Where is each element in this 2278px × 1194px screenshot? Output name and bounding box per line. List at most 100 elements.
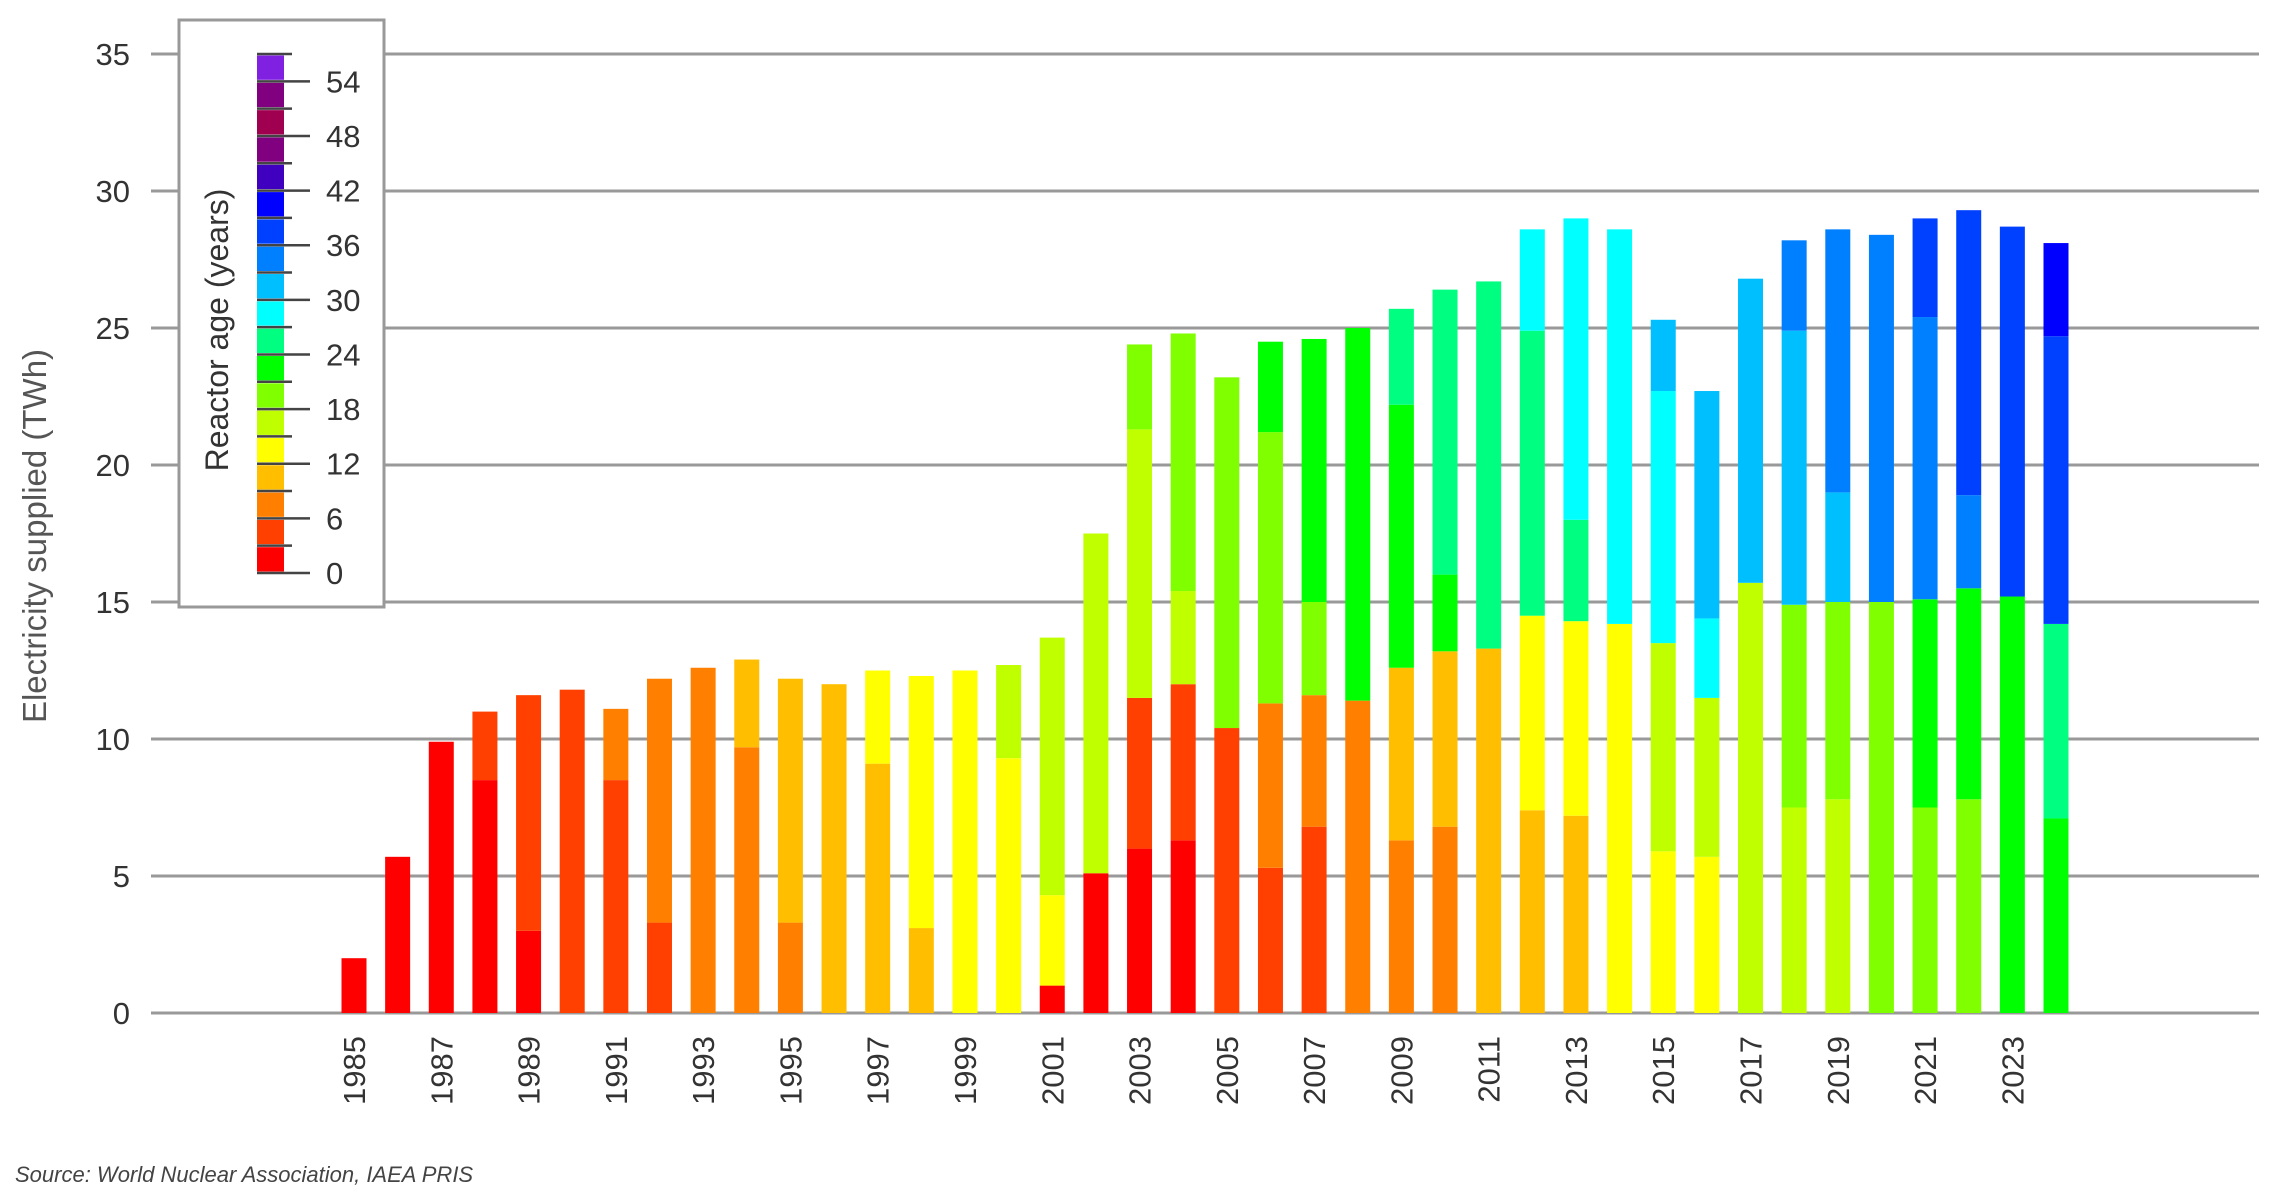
bar-segment <box>1301 338 1327 602</box>
bar-segment <box>777 922 803 1013</box>
bar-segment <box>1519 330 1545 616</box>
colorbar-tick-label: 18 <box>326 392 360 427</box>
bar-1993 <box>690 667 716 1013</box>
x-tick-label: 2003 <box>1123 1036 1158 1105</box>
source-note: Source: World Nuclear Association, IAEA … <box>15 1162 474 1187</box>
colorbar-swatch <box>257 246 284 272</box>
x-tick-labels: 1985 1987 1989 1991 1993 1995 1997 1999 2001 2003… <box>337 1036 2030 1105</box>
x-tick-label: 2009 <box>1384 1036 1419 1105</box>
bar-segment <box>1388 308 1414 405</box>
bar-segment <box>1650 643 1676 852</box>
bar-2006 <box>1257 341 1283 1013</box>
bar-segment <box>428 741 454 1013</box>
bar-2007 <box>1301 338 1327 1013</box>
bar-2009 <box>1388 308 1414 1013</box>
bar-segment <box>908 675 934 929</box>
bar-segment <box>1301 695 1327 827</box>
bar-segment <box>341 958 367 1013</box>
bar-segment <box>1039 895 1065 986</box>
bar-segment <box>1563 218 1589 520</box>
bar-segment <box>1999 596 2025 1013</box>
colorbar-swatch <box>257 519 284 545</box>
bar-segment <box>1170 591 1196 685</box>
bar-segment <box>559 689 585 1013</box>
bar-segment <box>1563 519 1589 622</box>
x-tick-label: 1989 <box>512 1036 547 1105</box>
bar-segment <box>1781 240 1807 331</box>
bar-segment <box>1563 815 1589 1013</box>
bar-segment <box>1607 229 1633 624</box>
bars <box>341 210 2069 1013</box>
colorbar-swatch <box>257 192 284 217</box>
bar-segment <box>1519 810 1545 1013</box>
bar-segment <box>1127 697 1153 849</box>
y-tick-label: 0 <box>113 996 130 1031</box>
bar-2024 <box>2043 243 2069 1013</box>
x-tick-label: 2013 <box>1559 1036 1594 1105</box>
colorbar-tick-label: 24 <box>326 337 360 372</box>
x-tick-label: 2019 <box>1821 1036 1856 1105</box>
colorbar-tick-label: 42 <box>326 174 360 209</box>
bar-segment <box>1825 492 1851 602</box>
bar-2021 <box>1912 218 1938 1013</box>
bar-2005 <box>1214 377 1240 1013</box>
bar-segment <box>690 667 716 1013</box>
bar-segment <box>1432 574 1458 652</box>
bar-segment <box>2043 336 2069 624</box>
bar-segment <box>516 695 542 931</box>
bar-2015 <box>1650 319 1676 1013</box>
colorbar-tick-label: 0 <box>326 556 343 591</box>
bar-2012 <box>1519 229 1545 1013</box>
bar-2013 <box>1563 218 1589 1013</box>
gridlines <box>151 52 2259 1015</box>
colorbar-swatch <box>257 465 284 490</box>
bar-segment <box>1956 210 1982 496</box>
bar-segment <box>646 922 672 1013</box>
colorbar-tick-label: 6 <box>326 501 343 536</box>
colorbar-swatch <box>257 219 284 244</box>
bar-1994 <box>734 659 760 1013</box>
colorbar-swatch <box>257 110 284 135</box>
bar-segment <box>1476 648 1502 1013</box>
bar-1997 <box>865 670 891 1013</box>
x-tick-label: 2011 <box>1472 1036 1507 1103</box>
y-tick-label: 10 <box>96 722 130 757</box>
x-tick-label: 2017 <box>1734 1036 1769 1105</box>
bar-2008 <box>1345 328 1371 1013</box>
x-tick-label: 1987 <box>424 1036 459 1105</box>
x-tick-label: 2021 <box>1908 1036 1943 1105</box>
colorbar-swatch <box>257 437 284 463</box>
bar-segment <box>1563 621 1589 816</box>
x-tick-label: 2001 <box>1035 1036 1070 1105</box>
bar-segment <box>1825 602 1851 800</box>
x-tick-label: 2005 <box>1210 1036 1245 1105</box>
bar-1986 <box>385 856 411 1013</box>
bar-2016 <box>1694 391 1720 1013</box>
bar-segment <box>1694 391 1720 619</box>
x-tick-label: 1993 <box>686 1036 721 1105</box>
colorbar-swatch <box>257 137 284 162</box>
bar-segment <box>1301 826 1327 1013</box>
bar-1989 <box>516 695 542 1013</box>
bar-segment <box>1388 840 1414 1013</box>
colorbar-swatch <box>257 492 284 517</box>
bar-segment <box>734 659 760 748</box>
bar-segment <box>1781 604 1807 808</box>
bar-segment <box>1170 840 1196 1013</box>
bar-segment <box>1694 697 1720 857</box>
bar-segment <box>1519 229 1545 331</box>
bar-segment <box>385 856 411 1013</box>
bar-segment <box>908 928 934 1013</box>
bar-segment <box>1039 985 1065 1013</box>
bar-segment <box>1083 533 1109 874</box>
bar-segment <box>603 708 629 781</box>
bar-segment <box>1912 218 1938 318</box>
bar-segment <box>1257 703 1283 868</box>
colorbar-tick-label: 36 <box>326 228 360 263</box>
bar-segment <box>1738 278 1764 583</box>
y-axis-title: Electricity supplied (TWh) <box>16 349 53 723</box>
colorbar-swatch <box>257 410 284 435</box>
bar-segment <box>1781 330 1807 605</box>
y-tick-labels: 0 5 10 15 20 25 30 35 <box>96 37 130 1031</box>
bar-segment <box>1912 807 1938 1013</box>
